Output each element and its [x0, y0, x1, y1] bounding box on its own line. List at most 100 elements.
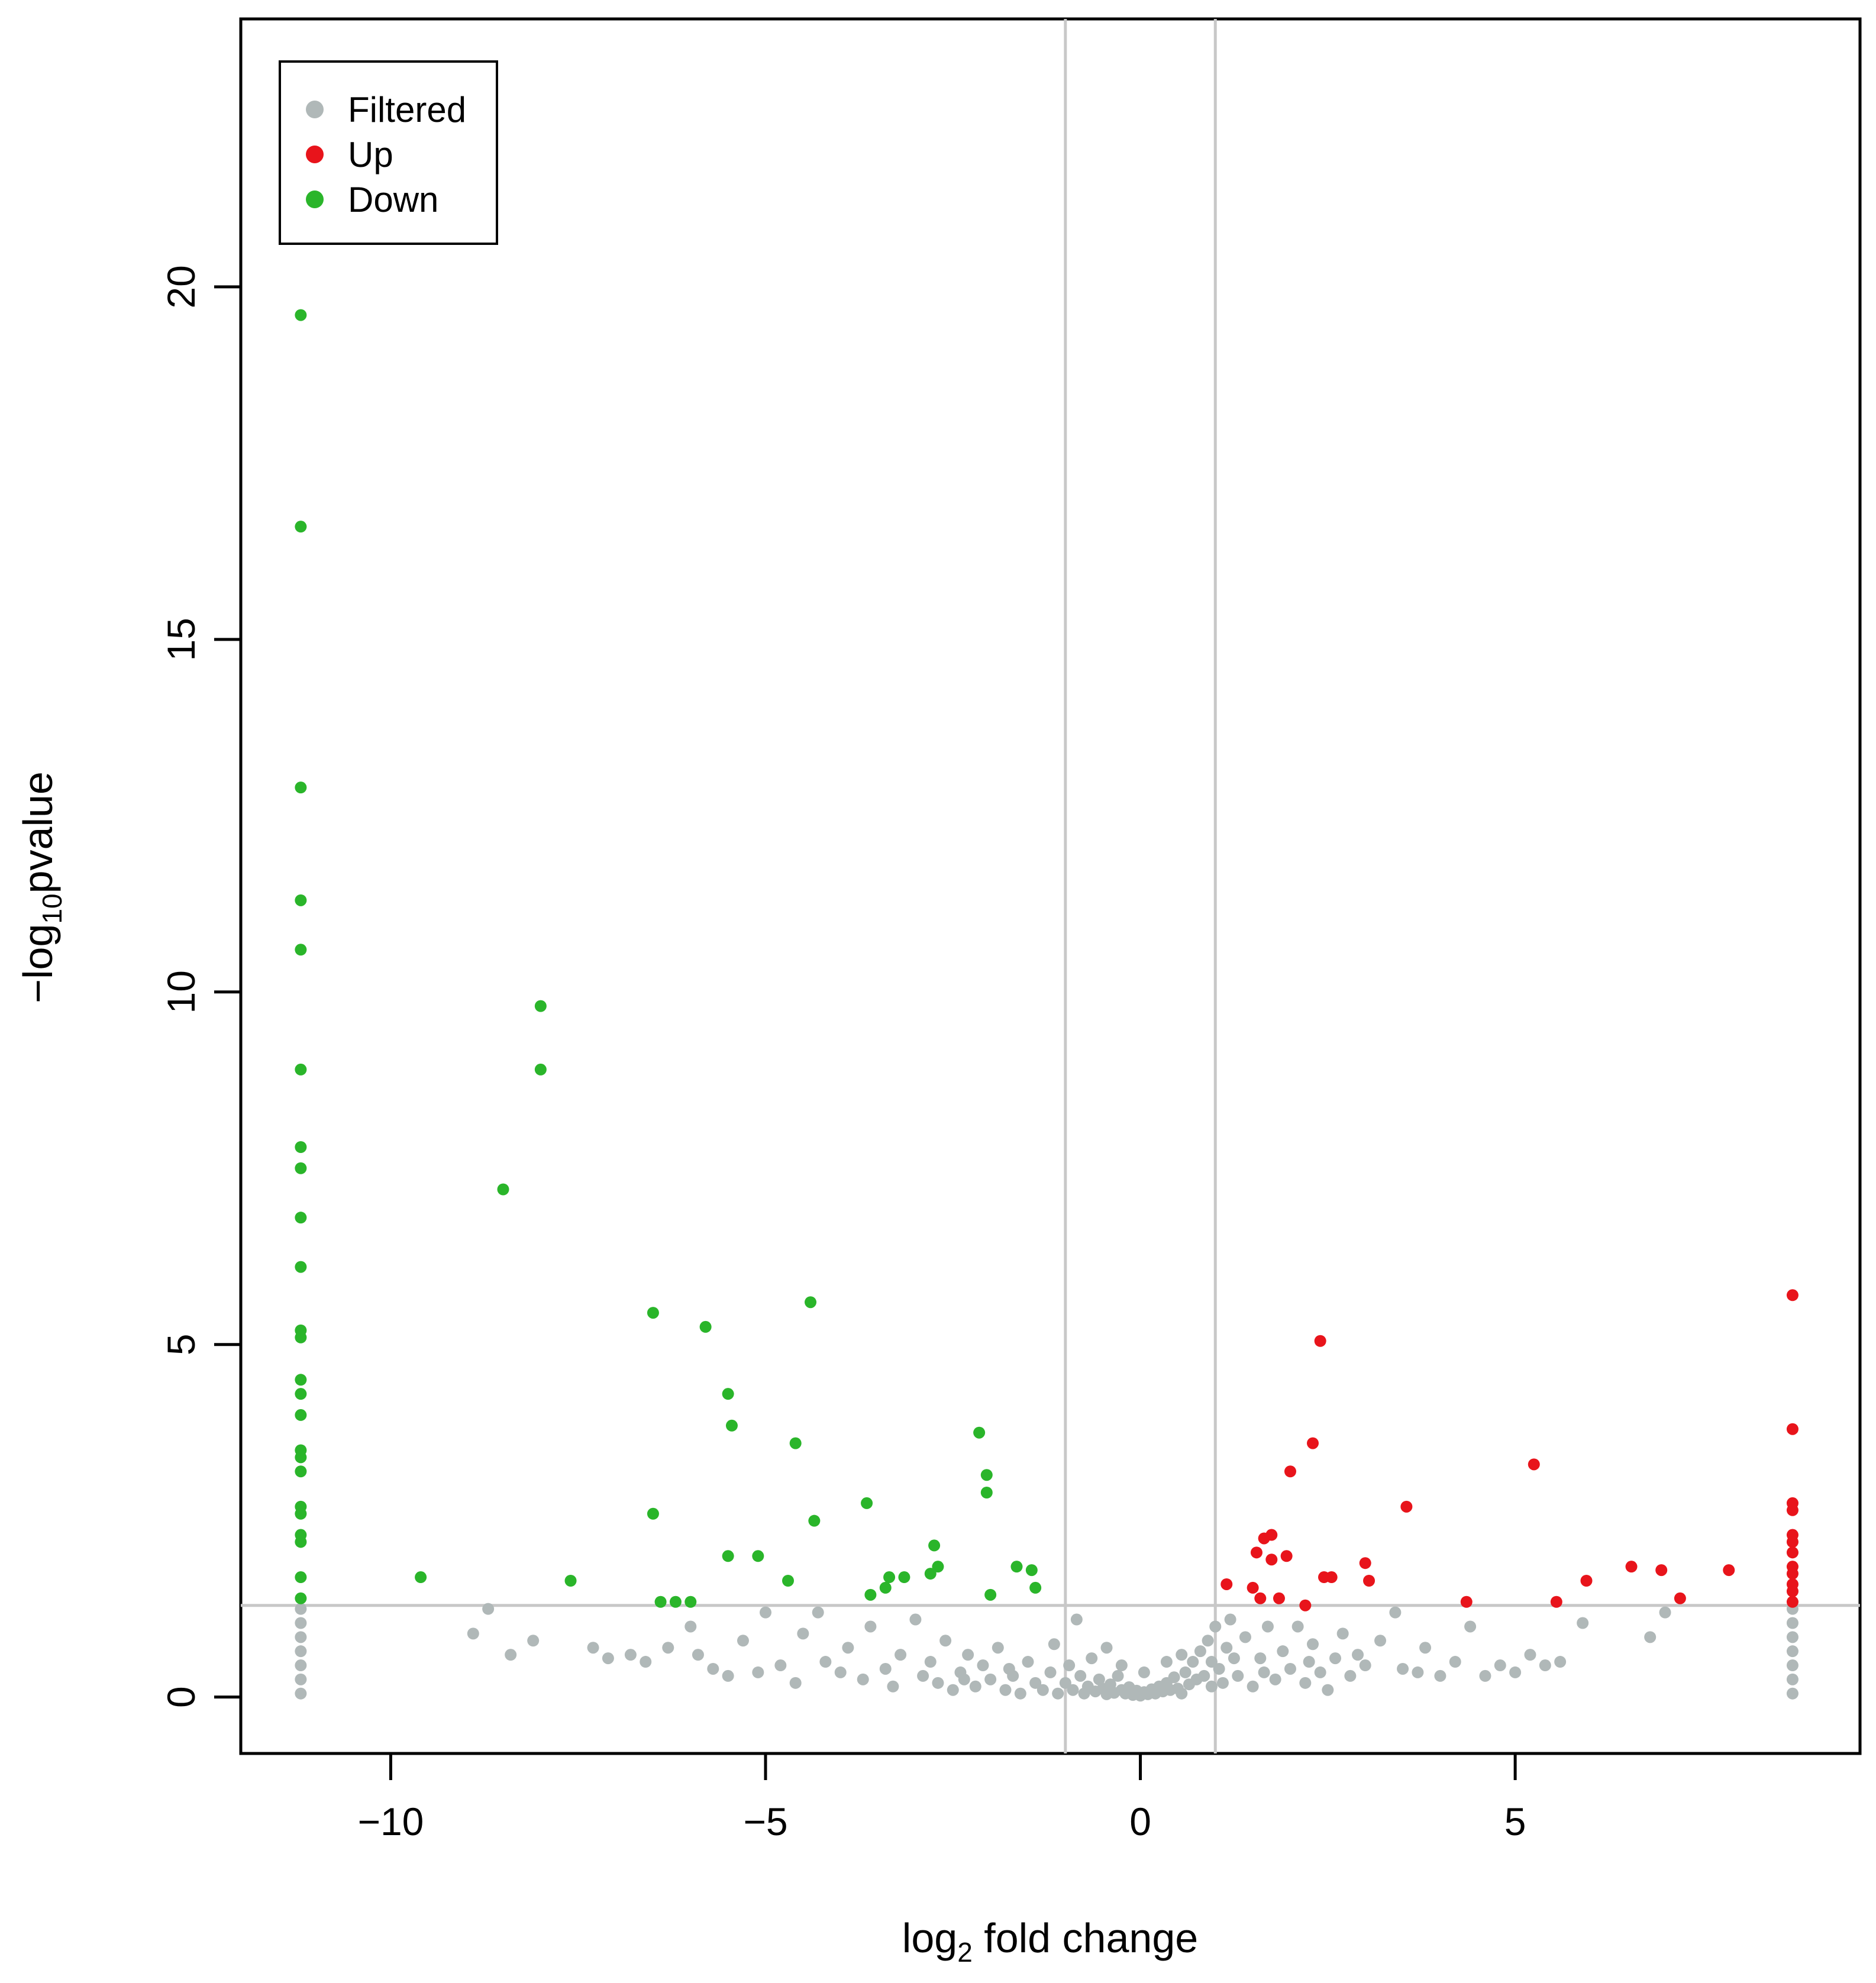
point-filtered — [1179, 1666, 1192, 1678]
point-filtered — [1284, 1662, 1296, 1675]
point-filtered — [1258, 1666, 1270, 1678]
point-filtered — [1786, 1631, 1798, 1643]
legend-label: Up — [348, 135, 393, 175]
legend-marker — [306, 190, 324, 208]
point-filtered — [1086, 1652, 1098, 1665]
point-down — [725, 1419, 738, 1432]
point-down — [722, 1388, 734, 1400]
point-filtered — [1322, 1684, 1334, 1696]
point-filtered — [1314, 1666, 1326, 1678]
point-filtered — [1277, 1645, 1289, 1658]
point-filtered — [759, 1606, 771, 1619]
point-up — [1314, 1335, 1326, 1347]
point-up — [1250, 1546, 1262, 1559]
point-up — [1280, 1550, 1293, 1562]
point-filtered — [624, 1649, 637, 1661]
point-filtered — [1067, 1684, 1079, 1696]
point-filtered — [1644, 1631, 1657, 1643]
point-filtered — [1220, 1642, 1233, 1654]
point-filtered — [1070, 1613, 1083, 1626]
point-filtered — [1202, 1635, 1214, 1647]
point-filtered — [812, 1606, 824, 1619]
point-filtered — [842, 1642, 854, 1654]
point-filtered — [1138, 1666, 1150, 1678]
point-filtered — [1434, 1669, 1446, 1682]
point-filtered — [752, 1666, 764, 1678]
point-filtered — [295, 1673, 307, 1685]
point-down — [1010, 1561, 1023, 1573]
point-filtered — [1115, 1659, 1128, 1672]
point-filtered — [887, 1680, 899, 1693]
point-filtered — [1786, 1673, 1798, 1685]
point-down — [864, 1588, 877, 1601]
point-filtered — [1449, 1656, 1461, 1668]
point-up — [1580, 1574, 1593, 1587]
point-filtered — [1063, 1659, 1076, 1672]
point-down — [534, 1063, 547, 1076]
point-filtered — [602, 1652, 614, 1665]
point-filtered — [1003, 1662, 1015, 1675]
point-up — [1400, 1500, 1413, 1513]
point-filtered — [1374, 1635, 1387, 1647]
point-up — [1273, 1592, 1285, 1604]
point-down — [295, 1571, 307, 1584]
point-up — [1786, 1585, 1798, 1597]
point-up — [1299, 1599, 1312, 1611]
point-down — [295, 1063, 307, 1076]
x-tick-label: −5 — [743, 1800, 787, 1843]
point-filtered — [505, 1649, 517, 1661]
point-filtered — [774, 1659, 787, 1672]
point-down — [295, 894, 307, 906]
series-up — [1220, 1289, 1798, 1611]
point-filtered — [977, 1659, 989, 1672]
point-up — [1786, 1568, 1798, 1580]
point-filtered — [662, 1642, 674, 1654]
point-filtered — [1352, 1649, 1364, 1661]
point-filtered — [295, 1645, 307, 1658]
point-down — [415, 1571, 427, 1584]
point-filtered — [864, 1620, 877, 1633]
point-up — [1786, 1504, 1798, 1516]
point-filtered — [932, 1677, 944, 1689]
point-filtered — [1112, 1669, 1124, 1682]
y-tick-label: 15 — [159, 618, 203, 661]
x-tick-label: 5 — [1504, 1800, 1526, 1843]
y-axis: 0 5 10 15 20 — [159, 265, 241, 1708]
point-down — [984, 1588, 997, 1601]
point-up — [1325, 1571, 1338, 1584]
point-filtered — [527, 1635, 540, 1647]
point-up — [1625, 1561, 1638, 1573]
point-down — [295, 1409, 307, 1421]
x-axis-title: log2 fold change — [902, 1915, 1198, 1968]
legend-marker — [306, 146, 324, 163]
point-filtered — [1494, 1659, 1506, 1672]
point-down — [295, 1592, 307, 1604]
point-down — [789, 1437, 802, 1449]
point-filtered — [1048, 1638, 1060, 1651]
point-filtered — [1464, 1620, 1477, 1633]
point-filtered — [984, 1673, 997, 1685]
x-tick-label: −10 — [357, 1800, 424, 1843]
point-down — [295, 1162, 307, 1174]
point-down — [295, 944, 307, 956]
point-down — [295, 781, 307, 794]
point-filtered — [1336, 1627, 1349, 1640]
point-filtered — [295, 1603, 307, 1615]
point-filtered — [958, 1673, 970, 1685]
point-up — [1674, 1592, 1686, 1604]
legend-label: Filtered — [348, 90, 466, 130]
series-down — [295, 309, 1042, 1608]
point-down — [924, 1568, 937, 1580]
point-filtered — [1554, 1656, 1567, 1668]
point-filtered — [1232, 1669, 1244, 1682]
point-down — [883, 1571, 896, 1584]
point-up — [1220, 1578, 1233, 1590]
point-filtered — [1306, 1638, 1319, 1651]
point-down — [295, 1374, 307, 1386]
point-filtered — [1659, 1606, 1671, 1619]
x-tick-label: 0 — [1129, 1800, 1151, 1843]
point-down — [1029, 1581, 1042, 1594]
point-up — [1265, 1554, 1278, 1566]
point-down — [973, 1426, 986, 1439]
